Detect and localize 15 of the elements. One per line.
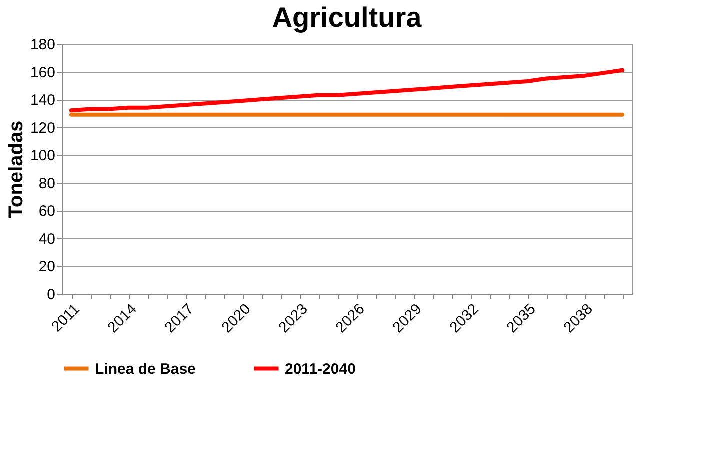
y-tick-label: 100 <box>30 148 56 165</box>
y-tick-label: 20 <box>38 258 56 276</box>
y-tick-label: 60 <box>38 203 56 220</box>
y-tick-label: 80 <box>38 175 56 192</box>
y-tick-label: 160 <box>30 64 56 82</box>
legend-label: 2011-2040 <box>285 360 356 378</box>
y-tick-label: 120 <box>30 120 56 137</box>
y-axis-title: Toneladas <box>5 120 28 218</box>
line-series <box>70 68 624 113</box>
chart-title: Agricultura <box>272 2 422 33</box>
y-tick-label: 180 <box>30 36 56 54</box>
y-tick-label: 140 <box>30 92 56 110</box>
legend-label: Linea de Base <box>95 360 196 378</box>
y-tick-label: 40 <box>38 230 56 248</box>
y-tick-label: 0 <box>47 286 56 304</box>
